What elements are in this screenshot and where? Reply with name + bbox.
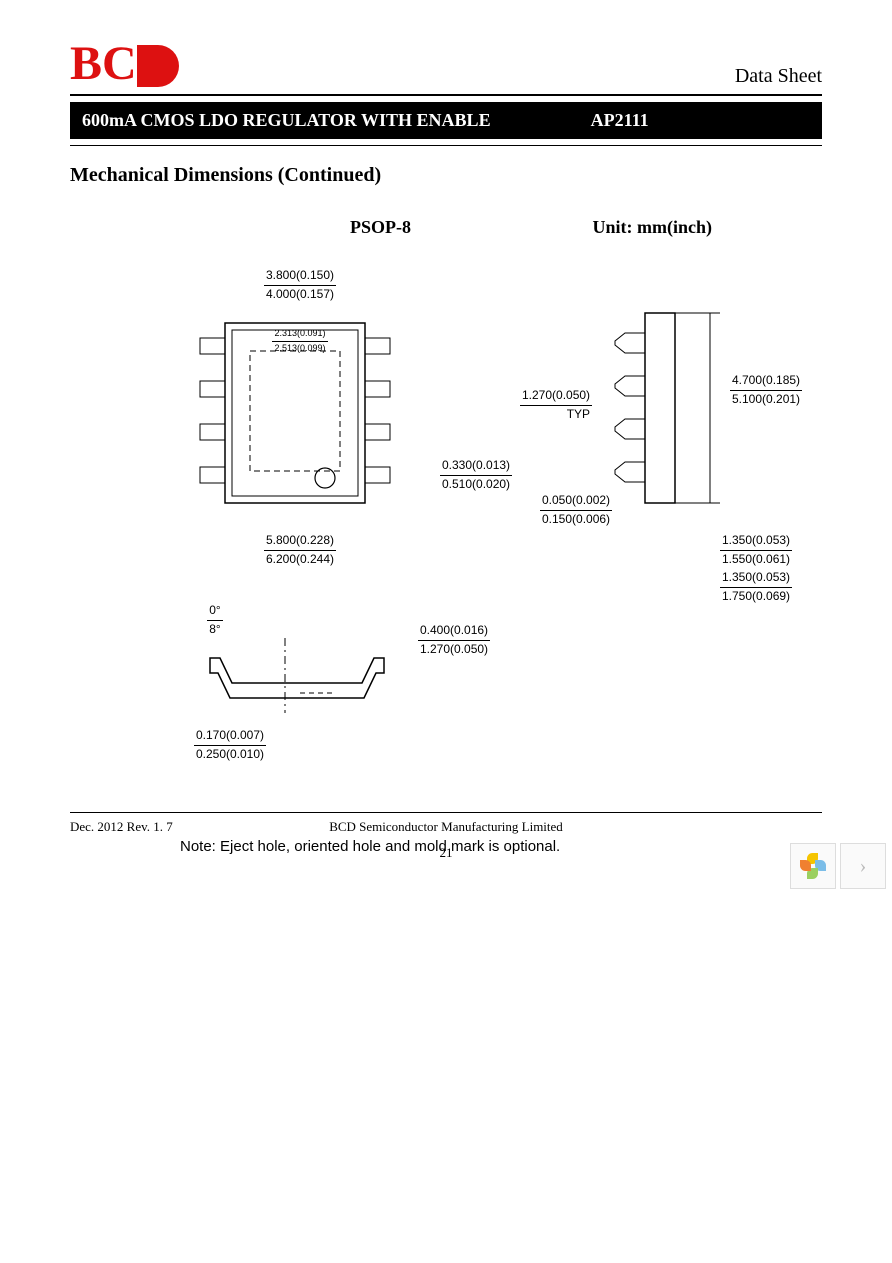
dim-top-body-w: 3.800(0.150) 4.000(0.157) [240,268,360,302]
side-view-icon [590,298,740,528]
part-number: AP2111 [591,110,649,131]
title-underline [70,145,822,146]
nav-home-button[interactable] [790,843,836,889]
datasheet-page: B C Data Sheet 600mA CMOS LDO REGULATOR … [0,0,892,895]
dim-lead-thick: 0.170(0.007) 0.250(0.010) [175,728,285,762]
chevron-right-icon: › [860,855,867,878]
page-footer: Dec. 2012 Rev. 1. 7 BCD Semiconductor Ma… [70,812,822,835]
mechanical-diagram: 3.800(0.150) 4.000(0.157) 2.313(0.091) 2… [70,258,822,798]
dim-lead-len1: 1.350(0.053) 1.550(0.061) [720,533,792,567]
header-rule [70,94,822,96]
page-header: B C Data Sheet [70,40,822,88]
figure-header: PSOP-8 Unit: mm(inch) [70,217,822,238]
dim-pad-w: 2.313(0.091) 2.513(0.099) [255,328,345,354]
logo-letter-b: B [70,40,102,88]
title-bar: 600mA CMOS LDO REGULATOR WITH ENABLE AP2… [70,102,822,139]
title-text: 600mA CMOS LDO REGULATOR WITH ENABLE [82,110,491,131]
dim-body-h: 4.700(0.185) 5.100(0.201) [730,373,802,407]
dim-overall-w: 5.800(0.228) 6.200(0.244) [235,533,365,567]
dim-standoff: 0.050(0.002) 0.150(0.006) [540,493,612,527]
datasheet-label: Data Sheet [735,65,822,88]
package-label: PSOP-8 [350,217,411,238]
dim-foot-len: 0.400(0.016) 1.270(0.050) [418,623,490,657]
dim-lead-pitch: 1.270(0.050) TYP [520,388,592,422]
flower-icon [800,853,826,879]
nav-next-button[interactable]: › [840,843,886,889]
footer-rule [70,812,822,813]
unit-label: Unit: mm(inch) [593,217,713,238]
page-number: 21 [0,845,892,861]
dim-lead-angle: 0° 8° [200,603,230,637]
logo-d-shape-icon [137,45,179,87]
dim-lead-w: 0.330(0.013) 0.510(0.020) [440,458,512,492]
footer-company: BCD Semiconductor Manufacturing Limited [70,819,822,835]
bcd-logo: B C [70,40,179,88]
section-heading: Mechanical Dimensions (Continued) [70,164,822,187]
logo-letter-c: C [102,40,137,88]
dim-lead-len2: 1.350(0.053) 1.750(0.069) [720,570,792,604]
nav-widget: › [790,843,886,889]
